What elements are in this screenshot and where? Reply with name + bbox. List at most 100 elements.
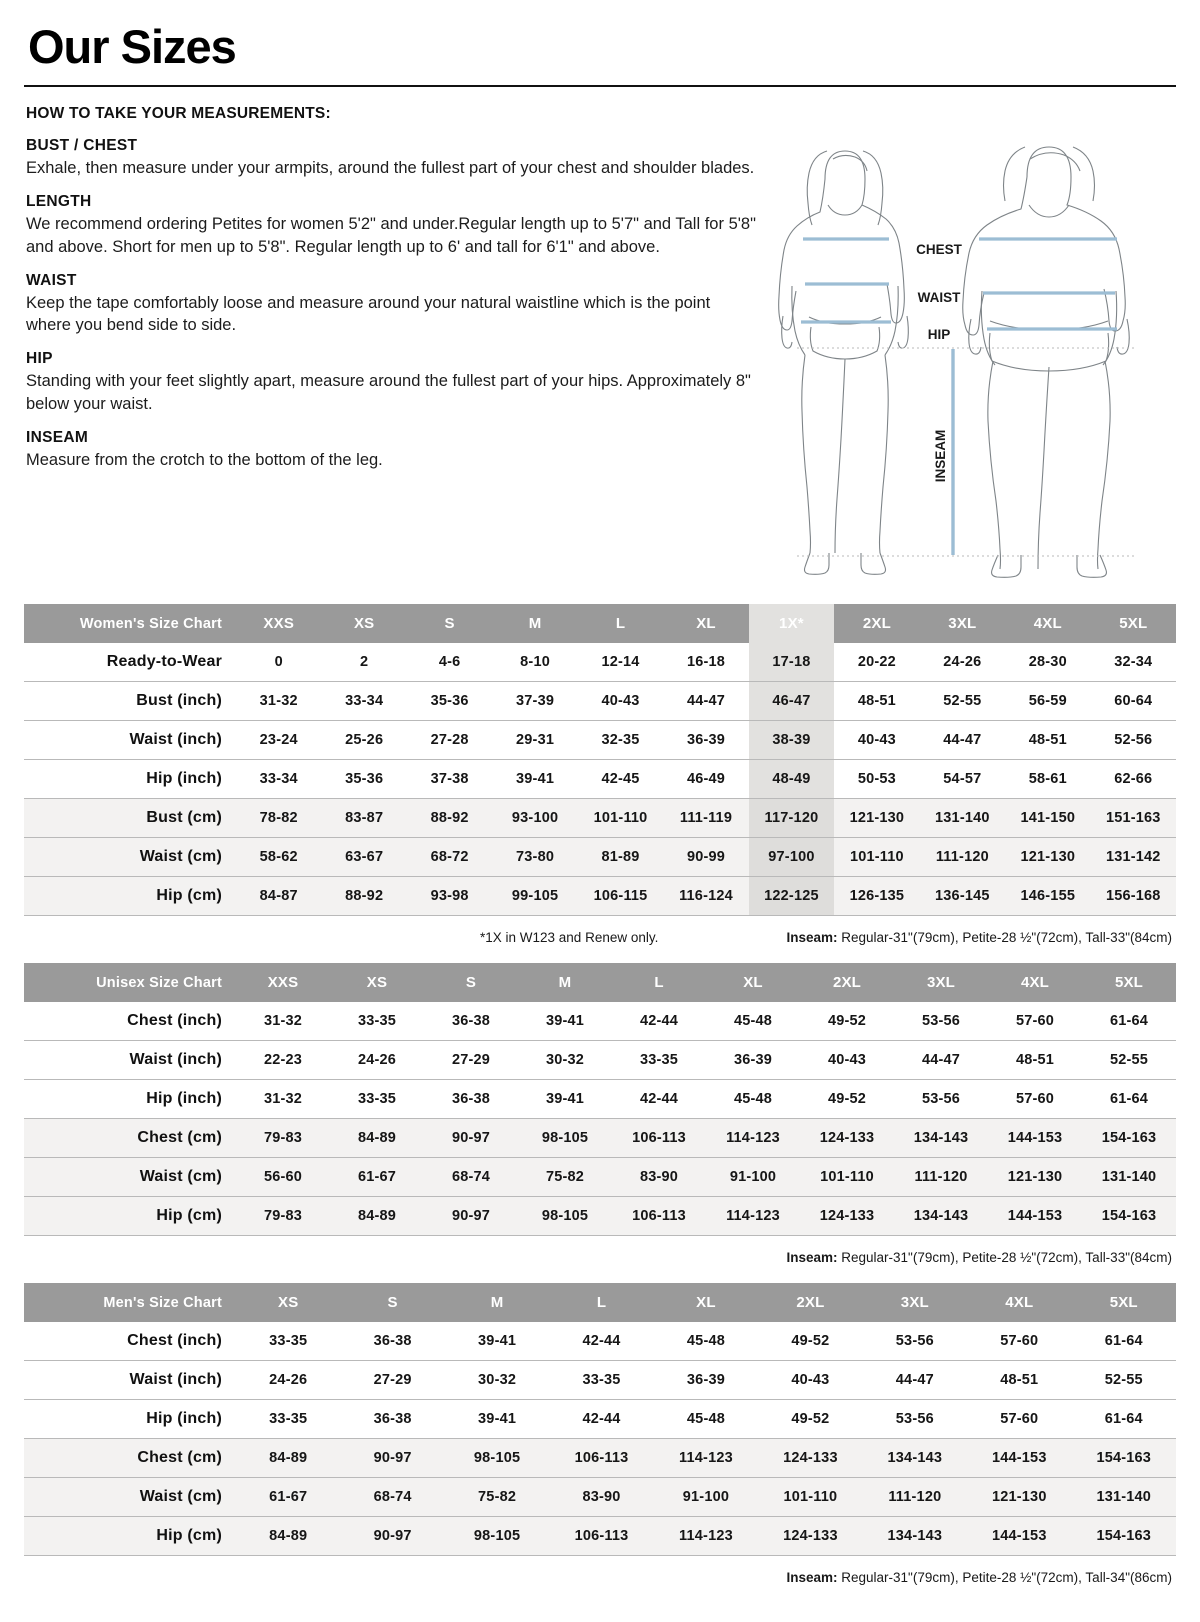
measurement-cell: 79-83 bbox=[236, 1118, 330, 1159]
inseam-note-label: Inseam: bbox=[786, 930, 838, 946]
instruction-body: Measure from the crotch to the bottom of… bbox=[26, 450, 383, 469]
measurement-cell: 48-51 bbox=[967, 1360, 1072, 1401]
column-header-3xl: 3XL bbox=[894, 963, 988, 1003]
inseam-note: Inseam: Regular-31"(79cm), Petite-28 ½"(… bbox=[786, 1570, 1172, 1586]
measurement-cell: 30-32 bbox=[444, 1360, 550, 1401]
measurement-cell: 33-35 bbox=[612, 1040, 706, 1081]
table-row: Bust (inch) 31-32 33-34 35-36 37-39 40-43 44-4… bbox=[24, 681, 1176, 722]
page-title: Our Sizes bbox=[28, 20, 237, 73]
measurement-cell: 93-98 bbox=[406, 876, 493, 917]
table-row: Hip (inch) 31-32 33-35 36-38 39-41 42-44 45-48… bbox=[24, 1079, 1176, 1120]
measurement-cell: 154-163 bbox=[1071, 1516, 1176, 1557]
measurement-cell: 45-48 bbox=[653, 1322, 759, 1362]
table-header-row: Unisex Size Chart XXS XS S M L XL 2XL 3XL 4XL 5XL bbox=[24, 963, 1176, 1003]
row-label: Waist (cm) bbox=[24, 837, 236, 878]
column-header-l: L bbox=[577, 604, 664, 644]
row-label: Waist (inch) bbox=[24, 720, 236, 761]
measurement-cell: 114-123 bbox=[653, 1516, 759, 1557]
measurement-cell: 57-60 bbox=[967, 1322, 1072, 1362]
row-label: Hip (cm) bbox=[24, 876, 236, 917]
measurement-cell: 57-60 bbox=[988, 1079, 1082, 1120]
column-header-m: M bbox=[444, 1283, 550, 1323]
row-label: Ready-to-Wear bbox=[24, 643, 236, 683]
measurement-cell: 31-32 bbox=[236, 681, 322, 722]
size-chart-womens: Women's Size Chart XXS XS S M L XL 1X* 2XL 3XL 4XL… bbox=[24, 604, 1176, 945]
measurement-cell: 144-153 bbox=[988, 1118, 1082, 1159]
measurement-cell: 75-82 bbox=[444, 1477, 550, 1518]
table-row: Hip (cm) 79-83 84-89 90-97 98-105 106-113 114-… bbox=[24, 1196, 1176, 1237]
measurement-cell: 56-60 bbox=[236, 1157, 330, 1198]
measurement-cell: 136-145 bbox=[919, 876, 1006, 917]
measurement-cell: 30-32 bbox=[518, 1040, 612, 1081]
table-row: Waist (inch) 24-26 27-29 30-32 33-35 36-39 40-… bbox=[24, 1360, 1176, 1401]
instruction-title: BUST / CHEST bbox=[26, 137, 138, 155]
chest-label: CHEST bbox=[916, 242, 963, 257]
size-charts-region: Women's Size Chart XXS XS S M L XL 1X* 2XL 3XL 4XL… bbox=[24, 604, 1176, 1585]
size-chart-table: Unisex Size Chart XXS XS S M L XL 2XL 3XL 4XL 5XL C… bbox=[24, 963, 1176, 1237]
measurement-cell: 131-140 bbox=[1071, 1477, 1176, 1518]
measurement-cell: 122-125 bbox=[748, 876, 835, 917]
measurement-cell: 99-105 bbox=[492, 876, 578, 917]
measurement-cell: 146-155 bbox=[1005, 876, 1091, 917]
measurement-figures-svg: CHEST WAIST HIP INSEAM bbox=[778, 146, 1137, 579]
measurement-cell: 57-60 bbox=[988, 1002, 1082, 1042]
measurement-cell: 141-150 bbox=[1005, 798, 1091, 839]
measurement-cell: 83-90 bbox=[612, 1157, 706, 1198]
measurement-cell: 83-90 bbox=[549, 1477, 654, 1518]
measurement-cell: 12-14 bbox=[577, 643, 664, 683]
measurement-cell: 61-64 bbox=[1082, 1002, 1176, 1042]
measurement-cell: 52-55 bbox=[1082, 1040, 1176, 1081]
measurement-cell: 17-18 bbox=[748, 643, 835, 683]
measurement-cell: 83-87 bbox=[321, 798, 407, 839]
measurement-cell: 154-163 bbox=[1082, 1196, 1176, 1237]
measurement-cell: 68-74 bbox=[340, 1477, 445, 1518]
measurement-cell: 33-35 bbox=[330, 1079, 424, 1120]
measurement-cell: 33-35 bbox=[330, 1002, 424, 1042]
row-label: Chest (inch) bbox=[24, 1002, 236, 1042]
measurement-cell: 39-41 bbox=[518, 1002, 612, 1042]
intro-region: HOW TO TAKE YOUR MEASUREMENTS: BUST / CH… bbox=[24, 105, 1176, 586]
male-figure-icon bbox=[962, 146, 1130, 579]
measurement-cell: 106-113 bbox=[549, 1516, 654, 1557]
measurement-cell: 121-130 bbox=[988, 1157, 1082, 1198]
measurement-cell: 57-60 bbox=[967, 1399, 1072, 1440]
measurement-cell: 97-100 bbox=[748, 837, 835, 878]
measurement-cell: 131-142 bbox=[1090, 837, 1176, 878]
body-measurement-diagram: CHEST WAIST HIP INSEAM bbox=[777, 111, 1157, 586]
instruction-hip: HIP Standing with your feet slightly apa… bbox=[26, 350, 769, 416]
measurement-cell: 131-140 bbox=[1082, 1157, 1176, 1198]
measurement-cell: 58-61 bbox=[1005, 759, 1091, 800]
column-header-4xl: 4XL bbox=[967, 1283, 1072, 1323]
measurement-cell: 49-52 bbox=[758, 1322, 863, 1362]
measurement-cell: 39-41 bbox=[492, 759, 578, 800]
measurement-cell: 53-56 bbox=[894, 1079, 988, 1120]
size-chart-mens: Men's Size Chart XS S M L XL 2XL 3XL 4XL 5XL Chest… bbox=[24, 1283, 1176, 1585]
row-label: Hip (cm) bbox=[24, 1516, 236, 1557]
instruction-body: Standing with your feet slightly apart, … bbox=[26, 372, 751, 413]
measurement-cell: 36-39 bbox=[663, 720, 749, 761]
measurement-cell: 39-41 bbox=[518, 1079, 612, 1120]
measurement-cell: 79-83 bbox=[236, 1196, 330, 1237]
table-row: Waist (cm) 61-67 68-74 75-82 83-90 91-100 101-… bbox=[24, 1477, 1176, 1518]
instruction-title: HIP bbox=[26, 350, 53, 368]
size-chart-unisex: Unisex Size Chart XXS XS S M L XL 2XL 3XL 4XL 5XL C… bbox=[24, 963, 1176, 1265]
measurement-cell: 48-51 bbox=[988, 1040, 1082, 1081]
row-label: Bust (cm) bbox=[24, 798, 236, 839]
chart-title-header: Women's Size Chart bbox=[24, 604, 236, 644]
measurement-cell: 36-38 bbox=[424, 1079, 518, 1120]
table-row: Chest (inch) 33-35 36-38 39-41 42-44 45-48 49-… bbox=[24, 1322, 1176, 1362]
table-row: Hip (inch) 33-35 36-38 39-41 42-44 45-48 49-52… bbox=[24, 1399, 1176, 1440]
measurement-cell: 42-44 bbox=[549, 1399, 654, 1440]
measurement-cell: 42-44 bbox=[549, 1322, 654, 1362]
measurement-cell: 50-53 bbox=[834, 759, 920, 800]
measurement-cell: 84-89 bbox=[236, 1438, 341, 1479]
female-figure-icon bbox=[778, 150, 909, 576]
measurement-cell: 84-89 bbox=[236, 1516, 341, 1557]
measurement-cell: 52-55 bbox=[919, 681, 1006, 722]
row-label: Hip (inch) bbox=[24, 1079, 236, 1120]
measurement-cell: 40-43 bbox=[800, 1040, 894, 1081]
inseam-note: Inseam: Regular-31"(79cm), Petite-28 ½"(… bbox=[786, 930, 1172, 946]
instruction-body: We recommend ordering Petites for women … bbox=[26, 215, 756, 256]
column-header-2xl: 2XL bbox=[800, 963, 894, 1003]
measurement-cell: 4-6 bbox=[406, 643, 493, 683]
